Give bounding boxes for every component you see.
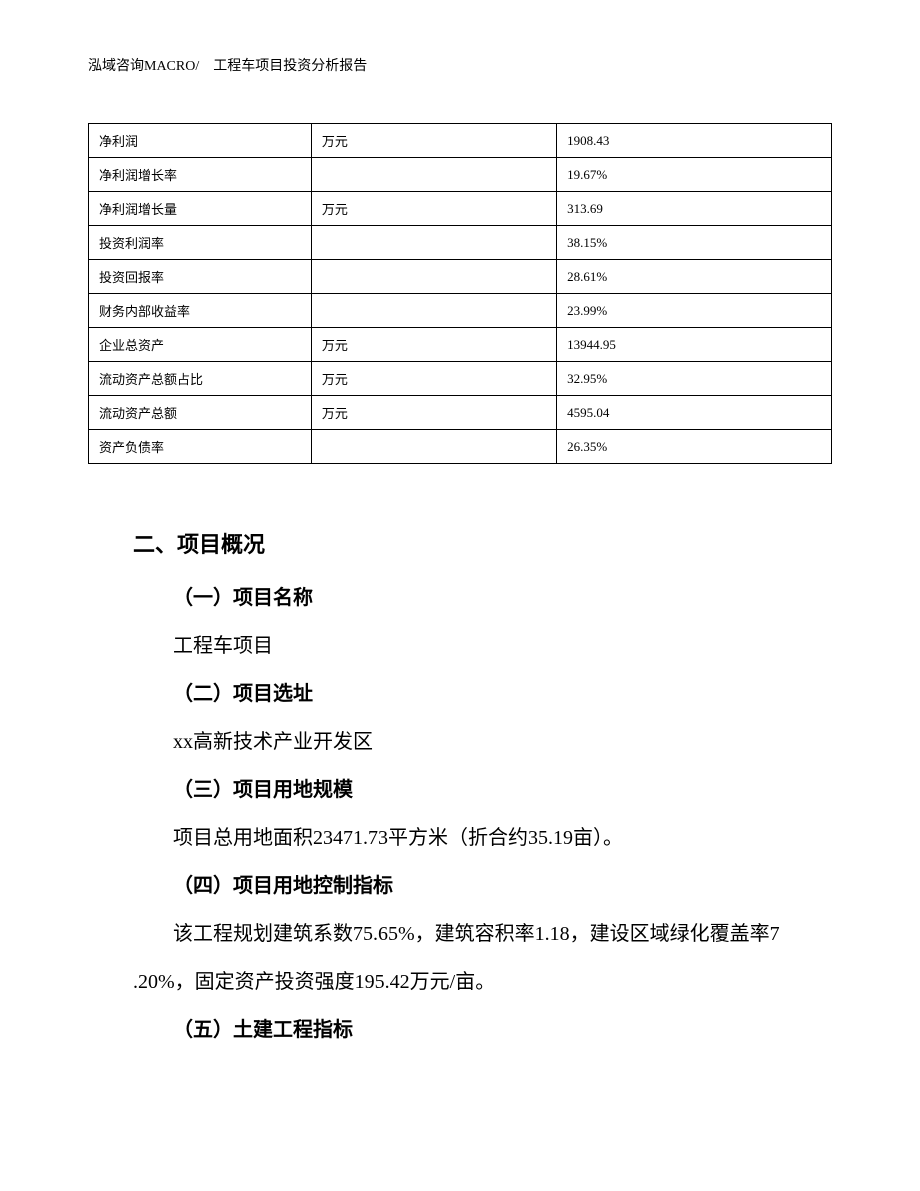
table-row: 资产负债率 26.35% [89, 430, 832, 464]
page-container: 泓域咨询MACRO/ 工程车项目投资分析报告 净利润 万元 1908.43 净利… [0, 0, 920, 1114]
row-label: 流动资产总额 [89, 396, 312, 430]
row-value: 313.69 [557, 192, 832, 226]
body-text: xx高新技术产业开发区 [133, 718, 787, 766]
row-unit: 万元 [311, 328, 556, 362]
body-text: 该工程规划建筑系数75.65%，建筑容积率1.18，建设区域绿化覆盖率7 [133, 910, 787, 958]
table-row: 投资回报率 28.61% [89, 260, 832, 294]
row-value: 1908.43 [557, 124, 832, 158]
subsection-title: （五）土建工程指标 [133, 1006, 787, 1054]
section-title: 二、项目概况 [133, 519, 787, 572]
table-row: 净利润增长量 万元 313.69 [89, 192, 832, 226]
table-row: 流动资产总额 万元 4595.04 [89, 396, 832, 430]
row-unit [311, 158, 556, 192]
body-text: .20%，固定资产投资强度195.42万元/亩。 [133, 958, 787, 1006]
row-label: 净利润 [89, 124, 312, 158]
row-unit: 万元 [311, 362, 556, 396]
row-value: 13944.95 [557, 328, 832, 362]
row-value: 28.61% [557, 260, 832, 294]
table-row: 流动资产总额占比 万元 32.95% [89, 362, 832, 396]
content-section: 二、项目概况 （一）项目名称 工程车项目 （二）项目选址 xx高新技术产业开发区… [88, 519, 832, 1054]
table-row: 财务内部收益率 23.99% [89, 294, 832, 328]
subsection-title: （三）项目用地规模 [133, 766, 787, 814]
row-value: 38.15% [557, 226, 832, 260]
financial-table-body: 净利润 万元 1908.43 净利润增长率 19.67% 净利润增长量 万元 3… [89, 124, 832, 464]
row-unit [311, 260, 556, 294]
row-label: 投资回报率 [89, 260, 312, 294]
row-label: 净利润增长率 [89, 158, 312, 192]
row-unit [311, 226, 556, 260]
row-value: 4595.04 [557, 396, 832, 430]
row-unit [311, 294, 556, 328]
subsection-title: （四）项目用地控制指标 [133, 862, 787, 910]
table-row: 投资利润率 38.15% [89, 226, 832, 260]
financial-table: 净利润 万元 1908.43 净利润增长率 19.67% 净利润增长量 万元 3… [88, 123, 832, 464]
row-unit: 万元 [311, 396, 556, 430]
row-unit: 万元 [311, 192, 556, 226]
table-row: 净利润增长率 19.67% [89, 158, 832, 192]
row-label: 流动资产总额占比 [89, 362, 312, 396]
subsection-title: （一）项目名称 [133, 574, 787, 622]
row-value: 23.99% [557, 294, 832, 328]
row-label: 财务内部收益率 [89, 294, 312, 328]
row-value: 32.95% [557, 362, 832, 396]
row-unit: 万元 [311, 124, 556, 158]
table-row: 企业总资产 万元 13944.95 [89, 328, 832, 362]
row-label: 净利润增长量 [89, 192, 312, 226]
row-value: 26.35% [557, 430, 832, 464]
table-row: 净利润 万元 1908.43 [89, 124, 832, 158]
row-label: 投资利润率 [89, 226, 312, 260]
page-header: 泓域咨询MACRO/ 工程车项目投资分析报告 [88, 55, 832, 75]
row-unit [311, 430, 556, 464]
row-value: 19.67% [557, 158, 832, 192]
row-label: 企业总资产 [89, 328, 312, 362]
row-label: 资产负债率 [89, 430, 312, 464]
body-text: 工程车项目 [133, 622, 787, 670]
body-text: 项目总用地面积23471.73平方米（折合约35.19亩）。 [133, 814, 787, 862]
subsection-title: （二）项目选址 [133, 670, 787, 718]
